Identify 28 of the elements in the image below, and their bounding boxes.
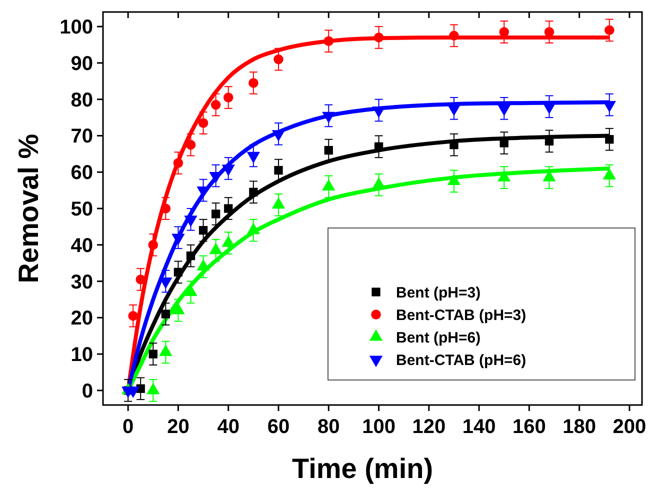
legend-label: Bent-CTAB (pH=3) — [396, 306, 526, 324]
x-tick-label: 0 — [122, 416, 134, 438]
y-tick-label: 60 — [70, 162, 93, 184]
x-axis-title: Time (min) — [292, 453, 434, 484]
x-tick-label: 40 — [217, 416, 240, 438]
y-tick-label: 70 — [70, 126, 93, 148]
x-tick-label: 60 — [267, 416, 290, 438]
y-tick-label: 100 — [60, 16, 93, 39]
y-tick-label: 40 — [70, 234, 93, 257]
x-tick-label: 140 — [462, 416, 496, 438]
y-tick-label: 90 — [70, 52, 93, 75]
x-tick-label: 180 — [562, 416, 596, 438]
legend-label: Bent (pH=3) — [396, 284, 481, 302]
x-tick-label: 200 — [612, 416, 646, 438]
y-tick-label: 80 — [70, 89, 93, 112]
y-tick-label: 30 — [70, 271, 93, 294]
y-tick-label: 10 — [70, 344, 93, 366]
x-tick-label: 120 — [412, 416, 446, 438]
y-tick-label: 50 — [70, 198, 93, 220]
x-tick-label: 100 — [362, 416, 396, 438]
legend-label: Bent-CTAB (pH=6) — [396, 352, 526, 369]
legend-label: Bent (pH=6) — [396, 329, 481, 346]
x-tick-label: 80 — [318, 416, 340, 438]
y-tick-label: 20 — [70, 308, 93, 330]
x-tick-label: 20 — [167, 416, 190, 438]
y-axis-title: Removal % — [13, 134, 44, 284]
x-tick-label: 160 — [512, 416, 546, 438]
y-tick-label: 0 — [82, 380, 93, 402]
